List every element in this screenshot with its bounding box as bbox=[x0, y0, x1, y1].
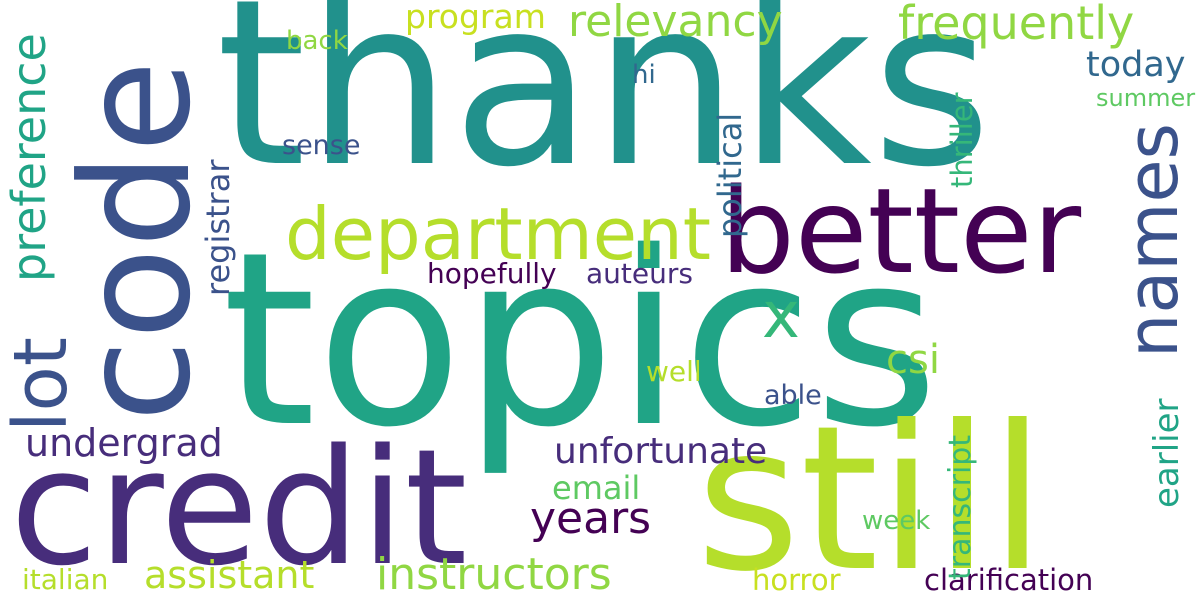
word-better: better bbox=[720, 162, 1082, 300]
word-thanks: thanks bbox=[216, 0, 992, 218]
word-able: able bbox=[764, 380, 822, 411]
word-hopefully: hopefully bbox=[427, 257, 557, 290]
word-undergrad: undergrad bbox=[25, 421, 223, 465]
word-x: x bbox=[762, 279, 800, 353]
word-csi: csi bbox=[886, 337, 940, 383]
word-still: still bbox=[696, 383, 1046, 600]
word-assistant: assistant bbox=[144, 553, 315, 597]
word-sense: sense bbox=[282, 130, 361, 161]
word-auteurs: auteurs bbox=[586, 257, 693, 290]
word-political: political bbox=[711, 112, 749, 238]
word-relevancy: relevancy bbox=[568, 0, 783, 47]
word-week: week bbox=[862, 506, 931, 536]
word-preference: preference bbox=[2, 33, 56, 282]
word-hi: hi bbox=[632, 60, 656, 90]
word-names: names bbox=[1112, 123, 1194, 358]
word-program: program bbox=[405, 0, 546, 36]
word-horror: horror bbox=[752, 563, 841, 597]
word-topics: topics bbox=[222, 200, 939, 480]
word-email: email bbox=[552, 469, 641, 507]
word-frequently: frequently bbox=[898, 0, 1135, 50]
word-thriller: thriller bbox=[945, 92, 979, 188]
word-earlier: earlier bbox=[1147, 398, 1187, 508]
word-clarification: clarification bbox=[924, 563, 1094, 597]
word-unfortunate: unfortunate bbox=[554, 431, 768, 472]
word-back: back bbox=[286, 26, 348, 56]
word-lot: lot bbox=[0, 337, 84, 432]
word-code: code bbox=[50, 60, 224, 422]
word-summer: summer bbox=[1096, 84, 1196, 112]
word-department: department bbox=[285, 192, 711, 276]
word-today: today bbox=[1086, 45, 1186, 85]
word-transcript: transcript bbox=[943, 434, 978, 580]
word-instructors: instructors bbox=[376, 549, 612, 600]
word-italian: italian bbox=[22, 563, 109, 596]
word-well: well bbox=[646, 355, 702, 388]
word-credit: credit bbox=[10, 414, 468, 600]
word-registrar: registrar bbox=[199, 159, 237, 296]
word-years: years bbox=[530, 493, 652, 544]
